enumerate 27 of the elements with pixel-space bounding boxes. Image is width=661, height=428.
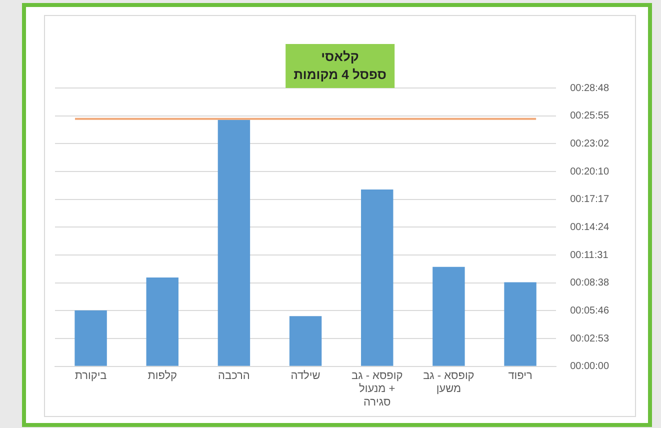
x-tick-label: קופסא - גב משען <box>423 370 474 396</box>
x-tick-label: שילדה <box>290 370 320 382</box>
bar <box>504 282 536 366</box>
x-tick-label: קופסא - גב מנעול + סגירה <box>352 370 403 408</box>
x-tick-label: קלפות <box>148 370 178 382</box>
bar <box>146 277 178 366</box>
y-tick-label: 00:20:10 <box>570 166 610 178</box>
y-tick-label: 00:14:24 <box>570 222 610 233</box>
bar <box>289 316 322 366</box>
chart-title: קלאסי <box>320 48 360 66</box>
x-tick-label: הרכבה <box>218 370 250 382</box>
bar <box>218 120 250 366</box>
y-tick-label: 00:17:17 <box>570 194 610 206</box>
y-tick-label: 00:11:31 <box>570 250 609 261</box>
y-tick-label: 00:00:00 <box>570 361 610 372</box>
x-tick-label: ביקורת <box>74 370 108 382</box>
bar <box>74 310 107 366</box>
bar <box>361 190 394 366</box>
bar <box>432 266 465 366</box>
y-tick-label: 00:23:02 <box>570 138 610 150</box>
y-tick-label: 00:05:46 <box>570 305 610 316</box>
y-tick-label: 00:08:38 <box>570 278 610 289</box>
chart-subtitle: ספסל 4 מקומות <box>294 66 386 84</box>
y-tick-label: 00:28:48 <box>570 82 610 94</box>
y-tick-label: 00:25:55 <box>570 110 610 122</box>
y-tick-label: 00:02:53 <box>570 333 610 344</box>
x-tick-label: ריפוד <box>508 370 532 382</box>
